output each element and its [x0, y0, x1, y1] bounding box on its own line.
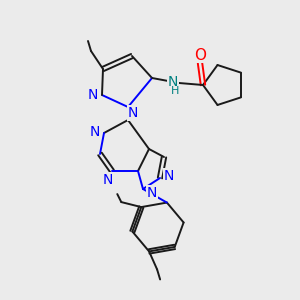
Text: N: N [168, 75, 178, 89]
Text: N: N [90, 125, 100, 139]
Text: H: H [171, 86, 179, 96]
Text: N: N [147, 186, 157, 200]
Text: N: N [103, 173, 113, 187]
Text: N: N [128, 106, 138, 120]
Text: O: O [194, 47, 206, 62]
Text: N: N [164, 169, 174, 183]
Text: N: N [88, 88, 98, 102]
